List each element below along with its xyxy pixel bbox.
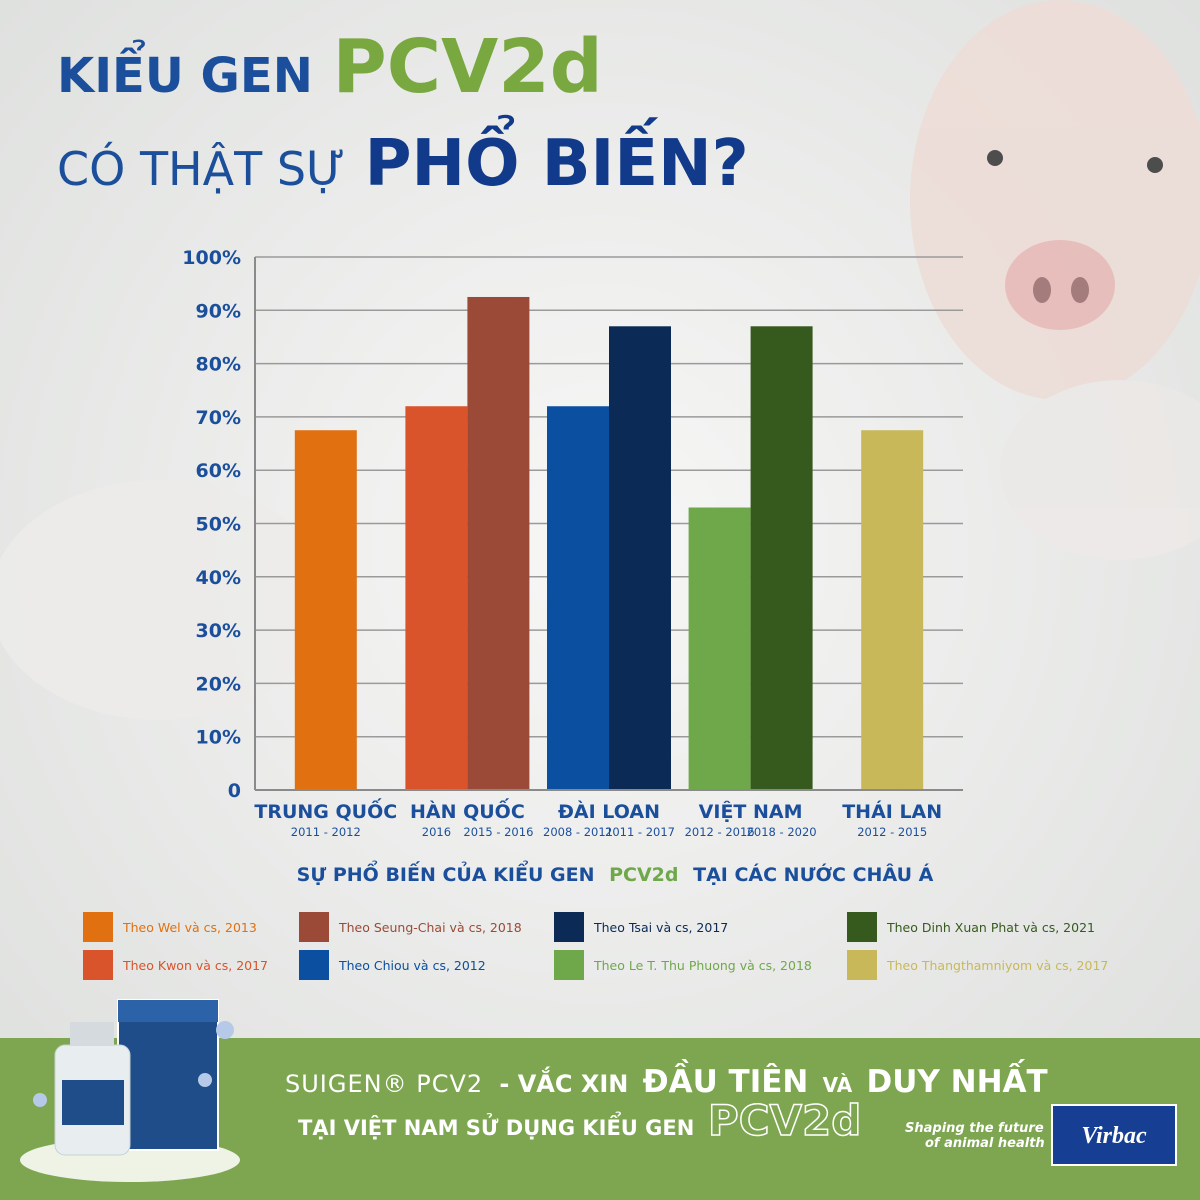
y-tick-label: 0 [228,780,241,802]
period-label: 2011 - 2012 [291,825,361,839]
footer-highlight: DUY NHẤT [867,1060,1048,1100]
pig-illustration [0,0,1200,720]
legend-label: Theo Chiou và cs, 2012 [338,958,486,973]
legend-label: Theo Dinh Xuan Phat và cs, 2021 [886,920,1095,935]
period-label: 2012 - 2015 [857,825,927,839]
x-axis-title-part: SỰ PHỔ BIẾN CỦA KIỂU GEN [297,859,595,886]
bar [609,326,671,790]
footer-line1: SUIGEN® PCV2 - VẮC XIN ĐẦU TIÊN VÀ DUY N… [285,1060,1048,1100]
legend-swatch [554,950,584,980]
legend-swatch [554,912,584,942]
legend-label: Theo Kwon và cs, 2017 [122,958,268,973]
x-tick-label: HÀN QUỐC [410,797,525,823]
bar [467,296,530,790]
period-label: 2012 - 2016 [685,825,755,839]
period-label: 2015 - 2016 [463,825,533,839]
y-tick-label: 70% [196,407,241,429]
title-part: CÓ THẬT SỰ [57,142,346,196]
x-axis-title-highlight: PCV2d [609,864,678,886]
period-label: 2011 - 2017 [605,825,675,839]
y-tick-label: 50% [196,514,241,536]
legend-label: Theo Seung-Chai và cs, 2018 [338,920,522,935]
bar [405,406,468,790]
period-label: 2016 [422,825,451,839]
y-tick-label: 100% [182,247,241,269]
legend-label: Theo Wel và cs, 2013 [122,920,257,935]
legend-swatch [299,950,329,980]
brand-logo [1051,1104,1177,1166]
footer-highlight: PCV2d [708,1096,861,1145]
chart: 0 10% 20% 30% 40% 50% 60% 70% 80% 90% 100% 2011 - 2… [182,247,963,839]
product-name: SUIGEN® PCV2 [285,1070,483,1098]
title-part: KIỂU GEN [57,39,313,104]
legend-swatch [299,912,329,942]
product-image [20,999,240,1182]
brand-name: Virbac [1081,1123,1147,1149]
legend-label: Theo Tsai và cs, 2017 [593,920,728,935]
x-tick-label: ĐÀI LOAN [558,800,660,823]
legend-swatch [83,912,113,942]
y-tick-label: 10% [196,727,241,749]
title-highlight: PCV2d [332,24,602,110]
y-tick-label: 40% [196,567,241,589]
title-line2: CÓ THẬT SỰ PHỔ BIẾN? [57,114,749,201]
y-tick-label: 80% [196,354,241,376]
footer-line2: TẠI VIỆT NAM SỬ DỤNG KIỂU GEN PCV2d [298,1096,861,1145]
legend-swatch [847,950,877,980]
y-tick-label: 90% [196,300,241,322]
footer-highlight: ĐẦU TIÊN [643,1060,809,1100]
slogan: of animal health [925,1136,1045,1151]
y-tick-label: 30% [196,620,241,642]
bar [547,406,609,790]
y-tick-label: 60% [196,460,241,482]
period-label: 2018 - 2020 [747,825,817,839]
y-tick-label: 20% [196,673,241,695]
bar [294,430,357,790]
footer-text: - VẮC XIN [499,1065,628,1098]
period-label: 2008 - 2011 [543,825,613,839]
x-tick-label: THÁI LAN [842,800,942,823]
x-tick-label: TRUNG QUỐC [254,797,397,823]
x-axis-title-part: TẠI CÁC NƯỚC CHÂU Á [693,862,933,886]
footer-text: TẠI VIỆT NAM SỬ DỤNG KIỂU GEN [298,1112,694,1140]
x-axis-title: SỰ PHỔ BIẾN CỦA KIỂU GEN PCV2d TẠI CÁC N… [297,859,934,886]
slogan: Shaping the future [905,1121,1044,1136]
footer-text: VÀ [823,1073,853,1097]
legend-swatch [83,950,113,980]
title: KIỂU GEN PCV2d [57,24,603,110]
legend-label: Theo Le T. Thu Phuong và cs, 2018 [593,958,812,973]
bar [688,507,751,790]
x-tick-label: VIỆT NAM [699,799,803,823]
legend-swatch [847,912,877,942]
title-highlight: PHỔ BIẾN? [365,114,749,201]
bar [750,326,813,790]
bar [861,430,924,790]
legend-label: Theo Thangthamniyom và cs, 2017 [886,958,1108,973]
legend: Theo Wel và cs, 2013 Theo Kwon và cs, 201… [83,912,1108,980]
